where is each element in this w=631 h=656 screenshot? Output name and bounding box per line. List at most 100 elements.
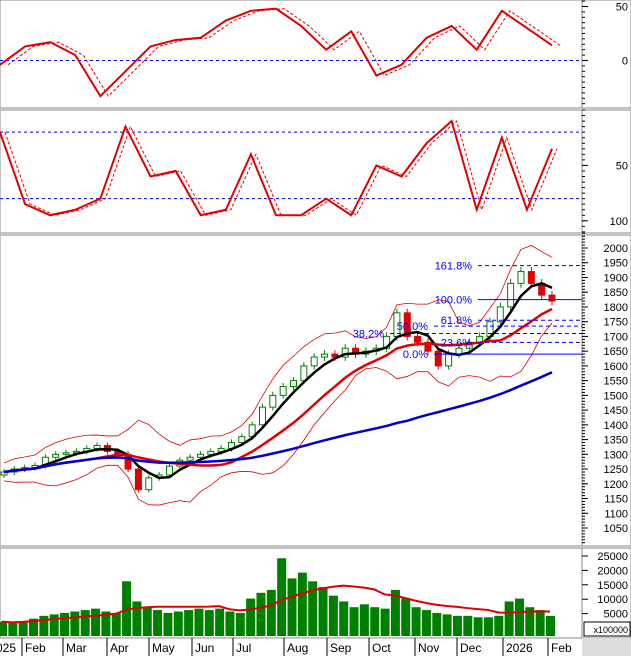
- volume-tick-label: 5000: [604, 609, 628, 621]
- candle-body: [93, 444, 101, 449]
- month-label: Feb: [25, 641, 46, 655]
- candle-body: [52, 453, 60, 458]
- volume-bar: [39, 615, 49, 636]
- volume-bar: [297, 572, 307, 636]
- month-label: Feb: [551, 641, 572, 655]
- axis-panel-0: [581, 0, 631, 109]
- candle-body: [517, 271, 525, 284]
- volume-bar: [101, 611, 111, 636]
- volume-ma-line: [1, 584, 551, 624]
- volume-bar: [0, 621, 7, 636]
- candle-body: [290, 380, 298, 388]
- candle-body: [217, 447, 225, 452]
- stoch-d-line: [4, 120, 558, 216]
- volume-bar: [452, 615, 462, 636]
- volume-bar: [235, 612, 245, 636]
- price-tick-label: 1200: [604, 479, 628, 491]
- volume-bar: [277, 558, 287, 636]
- fib-label: 38.2%: [353, 328, 384, 340]
- fib-label: 61.8%: [441, 315, 472, 327]
- volume-bar: [18, 621, 28, 636]
- volume-bar: [122, 581, 132, 636]
- volume-bar: [401, 598, 411, 636]
- price-tick-label: 1900: [604, 272, 628, 284]
- bollinger-upper: [3, 245, 553, 464]
- volume-bar: [380, 608, 390, 636]
- candle-body: [496, 306, 504, 323]
- volume-tick-label: 15000: [597, 580, 628, 592]
- price-tick-label: 2000: [604, 243, 628, 255]
- candle-body: [331, 353, 339, 358]
- volume-bar: [163, 612, 173, 636]
- volume-bar: [328, 595, 338, 636]
- candle-body: [527, 271, 535, 284]
- price-tick-label: 1250: [604, 464, 628, 476]
- price-tick-label: 1650: [604, 346, 628, 358]
- fib-label: 0.0%: [403, 349, 428, 361]
- axis-panel-1: [581, 109, 631, 234]
- price-tick-label: 1150: [604, 494, 628, 506]
- fib-label: 23.6%: [441, 337, 472, 349]
- volume-bar: [256, 592, 266, 636]
- candle-body: [165, 465, 173, 476]
- moving-average-40: [3, 371, 553, 474]
- month-label: Apr: [110, 641, 129, 655]
- fib-label: 50.0%: [397, 321, 428, 333]
- price-tick-label: 1750: [604, 317, 628, 329]
- volume-bar: [70, 611, 80, 636]
- panel-2: [0, 234, 583, 547]
- volume-bar: [514, 598, 524, 636]
- volume-bar: [349, 607, 359, 636]
- month-label: Jun: [195, 641, 214, 655]
- volume-bar: [535, 610, 545, 636]
- panel-1: [0, 109, 583, 234]
- panel-0: [0, 0, 583, 109]
- axis-panel-2: [581, 234, 631, 547]
- month-label: 025: [0, 641, 16, 655]
- candle-body: [258, 406, 266, 426]
- bollinger-lower: [3, 322, 553, 506]
- volume-tick-label: 10000: [597, 594, 628, 606]
- volume-bar: [173, 611, 183, 636]
- price-tick-label: 1350: [604, 435, 628, 447]
- volume-bar: [359, 604, 369, 636]
- price-tick-label: 1600: [604, 361, 628, 373]
- price-tick-label: 1400: [604, 420, 628, 432]
- volume-bar: [29, 618, 39, 636]
- candle-body: [424, 341, 432, 352]
- candle-body: [145, 477, 153, 491]
- volume-bar: [91, 608, 101, 636]
- volume-bar: [153, 610, 163, 636]
- volume-bar: [60, 612, 70, 636]
- candle-body: [507, 282, 515, 308]
- candle-body: [62, 452, 70, 455]
- volume-bar: [111, 612, 121, 636]
- volume-bar: [287, 578, 297, 636]
- month-label: Oct: [372, 641, 391, 655]
- month-label: May: [152, 641, 175, 655]
- month-label: Dec: [460, 641, 481, 655]
- volume-bar: [132, 601, 142, 636]
- candle-body: [134, 468, 142, 491]
- candle-body: [403, 312, 411, 337]
- volume-bar: [142, 607, 152, 636]
- fib-label: 161.8%: [435, 261, 473, 273]
- volume-bar: [463, 615, 473, 636]
- price-tick-label: 1850: [604, 287, 628, 299]
- volume-tick-label: 25000: [597, 551, 628, 563]
- candle-body: [434, 350, 442, 367]
- volume-bar: [8, 623, 18, 636]
- axis-corner: [582, 638, 631, 656]
- osc-tick-label: 50: [616, 1, 628, 13]
- volume-bar: [246, 598, 256, 636]
- price-tick-label: 1450: [604, 405, 628, 417]
- volume-bar: [194, 608, 204, 636]
- candle-body: [269, 394, 277, 408]
- candle-body: [310, 356, 318, 367]
- volume-bar: [411, 607, 421, 636]
- candle-body: [207, 450, 215, 455]
- volume-bar: [546, 615, 555, 636]
- volume-unit-label: x100000: [593, 625, 628, 635]
- price-tick-label: 1550: [604, 376, 628, 388]
